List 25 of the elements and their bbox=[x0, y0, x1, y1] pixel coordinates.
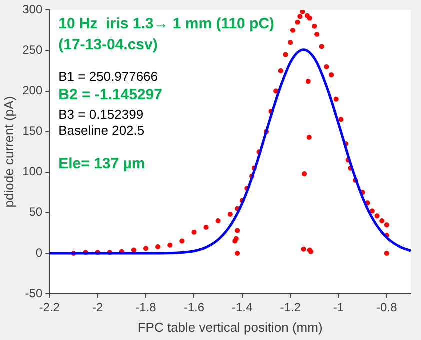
x-tick-label: -1 bbox=[333, 300, 344, 315]
x-tick-label: -0.8 bbox=[376, 300, 398, 315]
x-tick-label: -1.8 bbox=[136, 300, 157, 315]
y-tick-label: 50 bbox=[29, 205, 43, 220]
y-tick-label: 0 bbox=[36, 246, 43, 260]
x-axis-title: FPC table vertical position (mm) bbox=[138, 320, 323, 335]
y-axis-title: pdiode current (pA) bbox=[1, 96, 16, 208]
y-tick-label: 300 bbox=[22, 2, 43, 17]
y-tick-label: 100 bbox=[22, 164, 43, 179]
annotation: (17-13-04.csv) bbox=[58, 36, 158, 54]
y-tick-label: 150 bbox=[22, 124, 43, 138]
annotation: B1 = 250.977666 bbox=[58, 68, 158, 84]
annotation: Ele= 137 µm bbox=[58, 155, 146, 172]
annotation: B3 = 0.152399 bbox=[58, 106, 144, 122]
y-tick-label: 250 bbox=[22, 43, 43, 58]
x-tick-label: -1.2 bbox=[280, 300, 302, 315]
annotation: B2 = -1.145297 bbox=[58, 86, 162, 104]
x-tick-label: -1.6 bbox=[184, 300, 205, 315]
x-tick-label: -1.4 bbox=[232, 300, 254, 315]
x-tick-label: -2 bbox=[92, 300, 104, 315]
annotation: Baseline 202.5 bbox=[58, 122, 145, 138]
y-tick-label: -50 bbox=[25, 286, 43, 300]
y-tick-label: 200 bbox=[22, 84, 43, 98]
annotation: 10 Hz iris 1.3→ 1 mm (110 pC) bbox=[58, 15, 275, 32]
x-tick-label: -2.2 bbox=[39, 300, 60, 315]
